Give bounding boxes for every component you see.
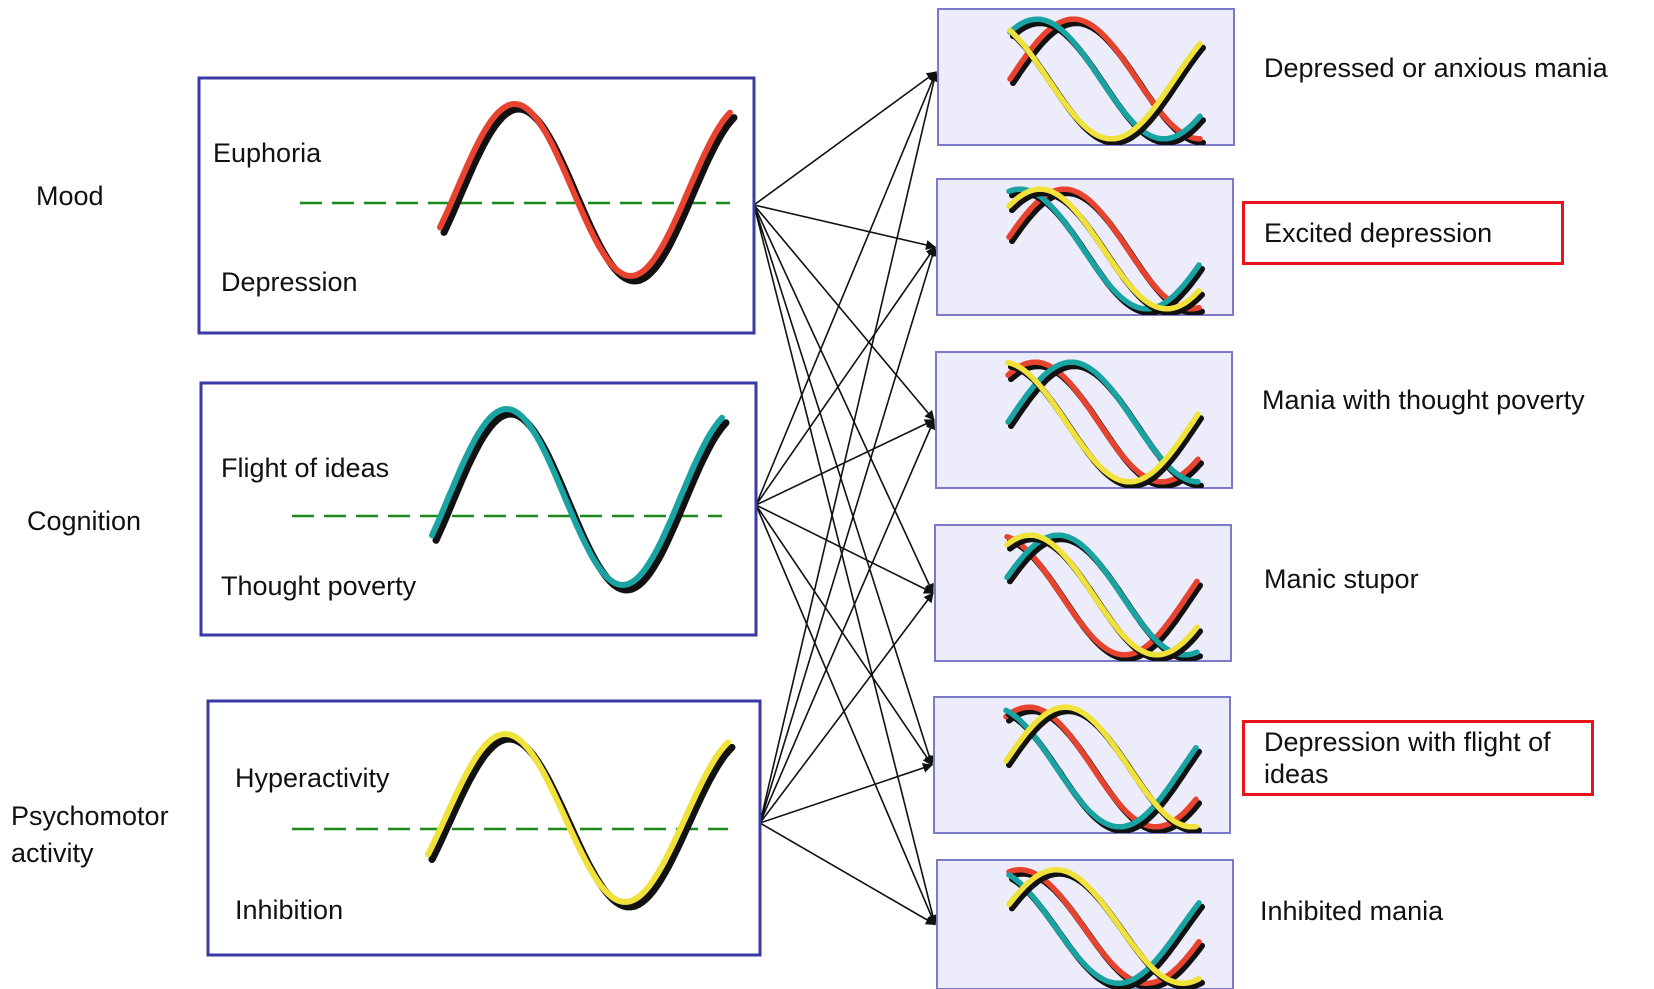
mixed-box-frame [933, 696, 1231, 834]
mixed-state-label-depressed-or-anxious-mania: Depressed or anxious mania [1264, 53, 1608, 83]
highlight-box-excited-depression [1242, 201, 1564, 265]
dimension-label-cognition: Cognition [27, 506, 142, 536]
wave-mood [437, 101, 733, 279]
pole-label-hyperactivity: Hyperactivity [235, 763, 390, 793]
arrow-cognition-to-state-6 [755, 504, 937, 926]
mixed-wave-mood [1003, 704, 1199, 830]
pole-label-thought-poverty: Thought poverty [221, 571, 417, 601]
mixed-wave-mood [1004, 533, 1200, 658]
dimension-box-psychomotor [206, 699, 762, 957]
arrow-mood-to-state-1 [753, 71, 937, 206]
mixed-state-label-excited-depression: Excited depression [1264, 218, 1493, 248]
mixed-wave-psychomotor [1004, 532, 1200, 658]
mixed-state-label-depression-with-flight-of-ideas: Depression with flight of ideas [1264, 727, 1551, 790]
arrow-psychomotor-to-state-3 [759, 419, 936, 824]
dimension-box-cognition [199, 381, 758, 637]
mixed-waves [1006, 186, 1205, 315]
mixed-state-label-mania-with-thought-poverty: Mania with thought poverty [1262, 385, 1585, 415]
mixed-wave-psychomotor [1006, 186, 1202, 312]
dimension-label-psychomotor-line1: Psychomotor [11, 801, 169, 831]
pole-label-euphoria: Euphoria [213, 138, 322, 168]
mixed-state-box-inhibited-mania [936, 859, 1234, 989]
mixed-box-frame [935, 351, 1233, 489]
mixed-wave-cognition [1007, 16, 1203, 142]
mixed-wave-psychomotor [1006, 866, 1202, 987]
mixed-state-box-depression-with-flight-of-ideas [933, 696, 1231, 834]
mixed-waves [1003, 704, 1202, 833]
mixed-state-box-manic-stupor [934, 524, 1232, 662]
mixed-state-box-excited-depression [936, 178, 1234, 316]
arrow-mood-to-state-5 [753, 204, 935, 766]
mixed-wave-psychomotor [1005, 359, 1201, 485]
wave-cognition [429, 406, 725, 588]
dimension-label-psychomotor-line2: activity [11, 838, 94, 869]
mixed-waves [1006, 866, 1205, 989]
mixed-wave-mood [1007, 16, 1203, 142]
arrow-mood-to-state-3 [753, 204, 935, 421]
mixed-waves [1005, 359, 1204, 488]
pole-label-inhibition: Inhibition [235, 895, 344, 925]
highlight-box-depression-with-flight-of-ideas [1242, 720, 1594, 796]
mixed-wave-psychomotor [1003, 704, 1199, 830]
mixed-wave-cognition [1003, 707, 1199, 830]
arrow-cognition-to-state-2 [755, 246, 936, 506]
arrow-psychomotor-to-state-2 [759, 246, 938, 824]
dimension-label-mood: Mood [36, 181, 104, 211]
dimension-boxes [197, 76, 762, 957]
arrow-mood-to-state-2 [753, 204, 936, 250]
mixed-waves [1007, 16, 1206, 145]
mixed-wave-cognition [1006, 186, 1202, 312]
arrow-mood-to-state-6 [753, 204, 938, 926]
arrow-psychomotor-to-state-1 [759, 71, 939, 824]
dimension-label-psychomotor: Psychomotor activity [11, 800, 169, 870]
pole-label-depression: Depression [221, 267, 358, 297]
arrow-cognition-to-state-1 [755, 71, 938, 506]
dimension-box-frame [197, 76, 756, 335]
mixed-state-boxes [933, 8, 1235, 989]
arrow-cognition-to-state-4 [755, 504, 934, 594]
arrow-psychomotor-to-state-4 [759, 592, 934, 824]
pole-label-flight-of-ideas: Flight of ideas [221, 453, 390, 483]
mixed-state-label-inhibited-mania: Inhibited mania [1260, 896, 1444, 926]
arrow-psychomotor-to-state-6 [759, 822, 936, 926]
mixed-state-box-mania-with-thought-poverty [935, 351, 1233, 489]
mixed-state-label-manic-stupor: Manic stupor [1264, 564, 1419, 594]
mixed-state-box-depressed-or-anxious-mania [937, 8, 1235, 146]
mixed-wave-mood [1005, 359, 1201, 485]
arrow-psychomotor-to-state-5 [759, 763, 933, 824]
mixed-waves [1004, 532, 1203, 661]
dimension-box-frame [199, 381, 758, 637]
mixed-wave-psychomotor [1007, 27, 1203, 142]
arrow-cognition-to-state-5 [755, 504, 933, 766]
dimension-box-mood [197, 76, 756, 335]
wave-psychomotor [425, 731, 731, 905]
connection-arrows [753, 71, 939, 926]
arrow-mood-to-state-4 [753, 204, 934, 594]
mixed-wave-cognition [1006, 872, 1202, 987]
